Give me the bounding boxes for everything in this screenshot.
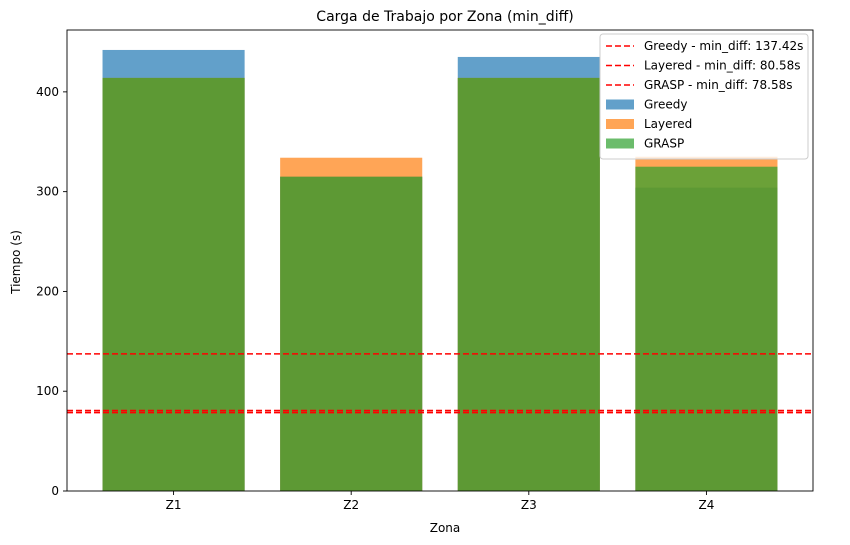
bar-grasp-z4: [635, 166, 778, 491]
x-tick-label-z3: Z3: [521, 498, 537, 512]
plot-frame: [66, 29, 814, 492]
y-tick-label-200: 200: [36, 284, 59, 298]
x-axis-label: Zona: [430, 521, 461, 535]
bar-grasp-z1: [102, 77, 245, 491]
x-tick-label-z2: Z2: [343, 498, 359, 512]
bar-grasp-z2: [280, 176, 423, 491]
legend-swatch-grasp: [606, 138, 634, 149]
chart-title: Carga de Trabajo por Zona (min_diff): [316, 9, 573, 25]
legend-swatch-greedy: [606, 99, 634, 110]
x-tick-label-z4: Z4: [698, 498, 714, 512]
legend-label-layered-min-diff-80-58s: Layered - min_diff: 80.58s: [644, 59, 800, 73]
bar-grasp-z3: [457, 77, 600, 491]
y-tick-label-100: 100: [36, 384, 59, 398]
legend-label-grasp: GRASP: [644, 137, 684, 151]
y-axis-label: Tiempo (s): [9, 230, 23, 295]
legend-label-greedy-min-diff-137-42s: Greedy - min_diff: 137.42s: [644, 39, 803, 53]
legend-label-greedy: Greedy: [644, 98, 687, 112]
ticks: 0 100 200 300 400 Z1 Z2 Z3 Z4: [36, 85, 714, 512]
legend-box: [599, 33, 809, 160]
bars-group: [102, 49, 778, 492]
legend-swatch-layered: [606, 119, 634, 129]
legend-label-grasp-min-diff-78-58s: GRASP - min_diff: 78.58s: [644, 78, 792, 92]
axes: [66, 29, 814, 492]
y-tick-label-400: 400: [36, 85, 59, 99]
x-tick-label-z1: Z1: [166, 498, 182, 512]
y-tick-label-300: 300: [36, 185, 59, 199]
legend-label-layered: Layered: [644, 117, 692, 131]
reference-lines: [67, 353, 813, 414]
legend: Greedy - min_diff: 137.42s Layered - min_…: [599, 33, 809, 160]
y-tick-label-0: 0: [51, 484, 59, 498]
